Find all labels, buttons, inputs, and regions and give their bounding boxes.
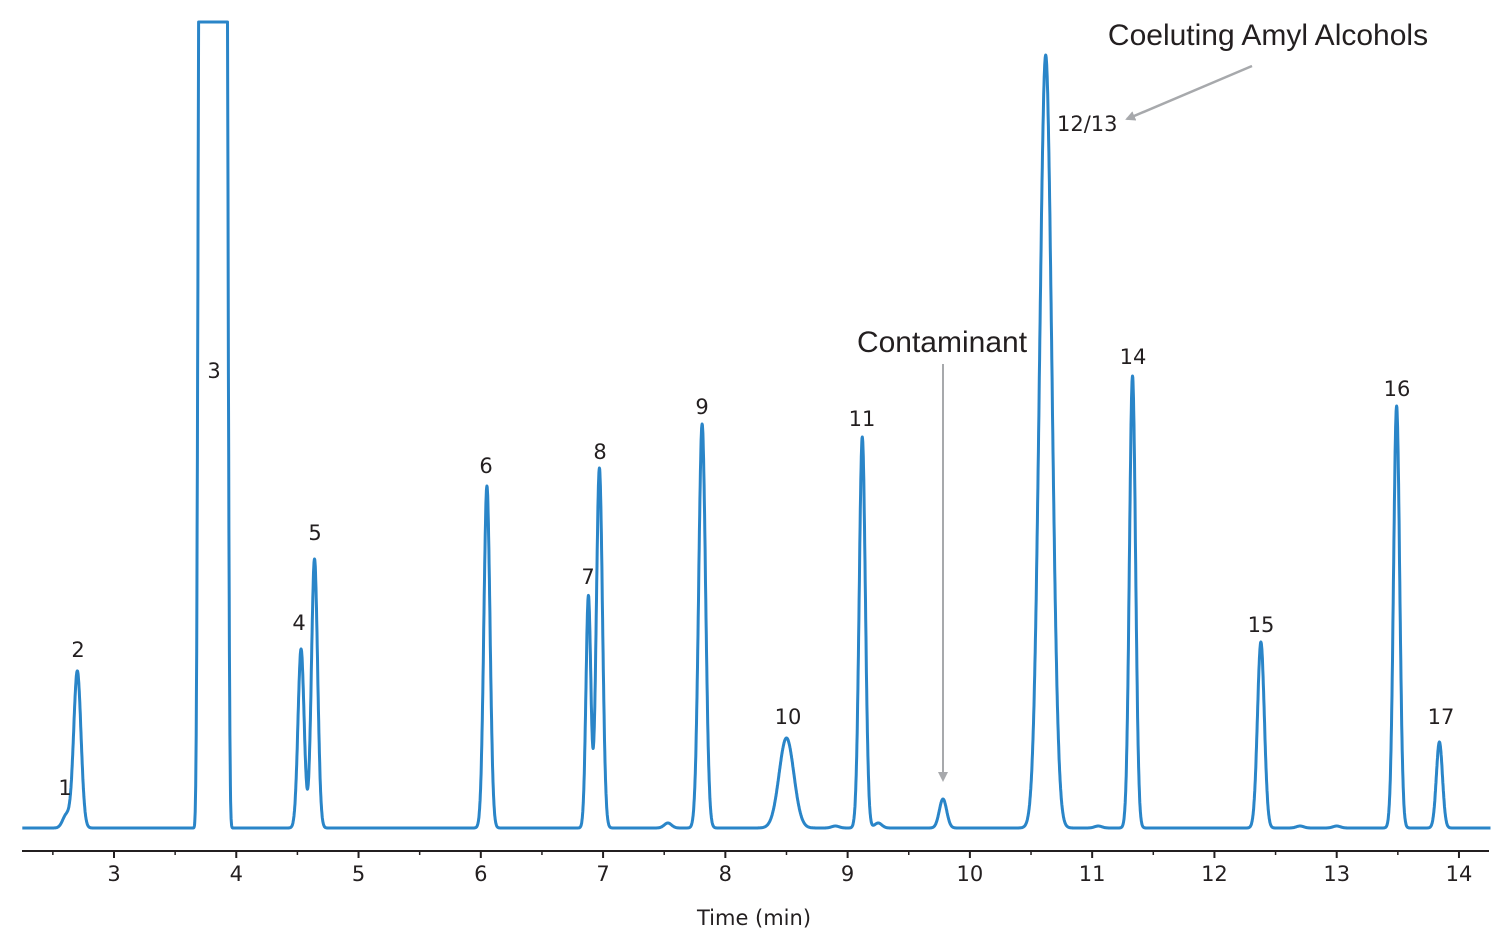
- x-axis-tick-labels: 3 4 5 6 7 8 9 10 11 12 13 14: [107, 862, 1472, 886]
- peak-label-1: 1: [58, 776, 71, 800]
- peak-label-5: 5: [308, 521, 321, 545]
- peak-label-8: 8: [593, 440, 606, 464]
- peak-label-3: 3: [207, 359, 220, 383]
- x-tick-label: 5: [352, 862, 365, 886]
- x-tick-label: 3: [107, 862, 120, 886]
- peak-label-16: 16: [1384, 377, 1411, 401]
- peak-label-11: 11: [849, 407, 876, 431]
- peak-labels: 1 2 3 4 5 6 7 8 9 10 11 12/13 14 15 16 1…: [58, 112, 1454, 800]
- x-axis: 3 4 5 6 7 8 9 10 11 12 13 14 Time (min): [22, 850, 1489, 930]
- annotation-coeluting: Coeluting Amyl Alcohols: [1108, 19, 1428, 121]
- x-tick-label: 10: [957, 862, 984, 886]
- x-tick-label: 12: [1201, 862, 1228, 886]
- x-tick-label: 6: [474, 862, 487, 886]
- peak-label-6: 6: [479, 454, 492, 478]
- x-tick-label: 9: [841, 862, 854, 886]
- x-tick-label: 7: [596, 862, 609, 886]
- peak-label-4: 4: [292, 611, 305, 635]
- annotation-contaminant-text: Contaminant: [857, 326, 1028, 359]
- x-tick-label: 8: [719, 862, 732, 886]
- peak-label-7: 7: [581, 565, 594, 589]
- chromatogram-trace: [21, 20, 1492, 830]
- x-axis-ticks: [52, 851, 1460, 858]
- annotation-coeluting-arrow-icon: [1125, 64, 1253, 121]
- peak-label-12-13: 12/13: [1057, 112, 1118, 136]
- peak-label-17: 17: [1428, 705, 1455, 729]
- x-tick-label: 14: [1446, 862, 1473, 886]
- annotation-coeluting-text: Coeluting Amyl Alcohols: [1108, 19, 1428, 52]
- x-axis-title: Time (min): [696, 906, 811, 930]
- x-tick-label: 4: [230, 862, 243, 886]
- annotation-contaminant: Contaminant: [857, 326, 1028, 782]
- peak-label-9: 9: [695, 395, 708, 419]
- peak-label-10: 10: [775, 705, 802, 729]
- peak-label-14: 14: [1120, 345, 1147, 369]
- peak-label-2: 2: [71, 638, 84, 662]
- x-tick-label: 11: [1079, 862, 1106, 886]
- peak-label-15: 15: [1248, 613, 1275, 637]
- x-tick-label: 13: [1323, 862, 1350, 886]
